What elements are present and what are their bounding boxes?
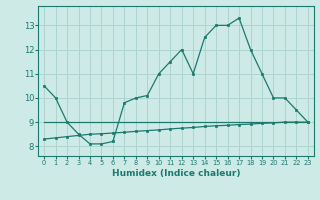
X-axis label: Humidex (Indice chaleur): Humidex (Indice chaleur) <box>112 169 240 178</box>
